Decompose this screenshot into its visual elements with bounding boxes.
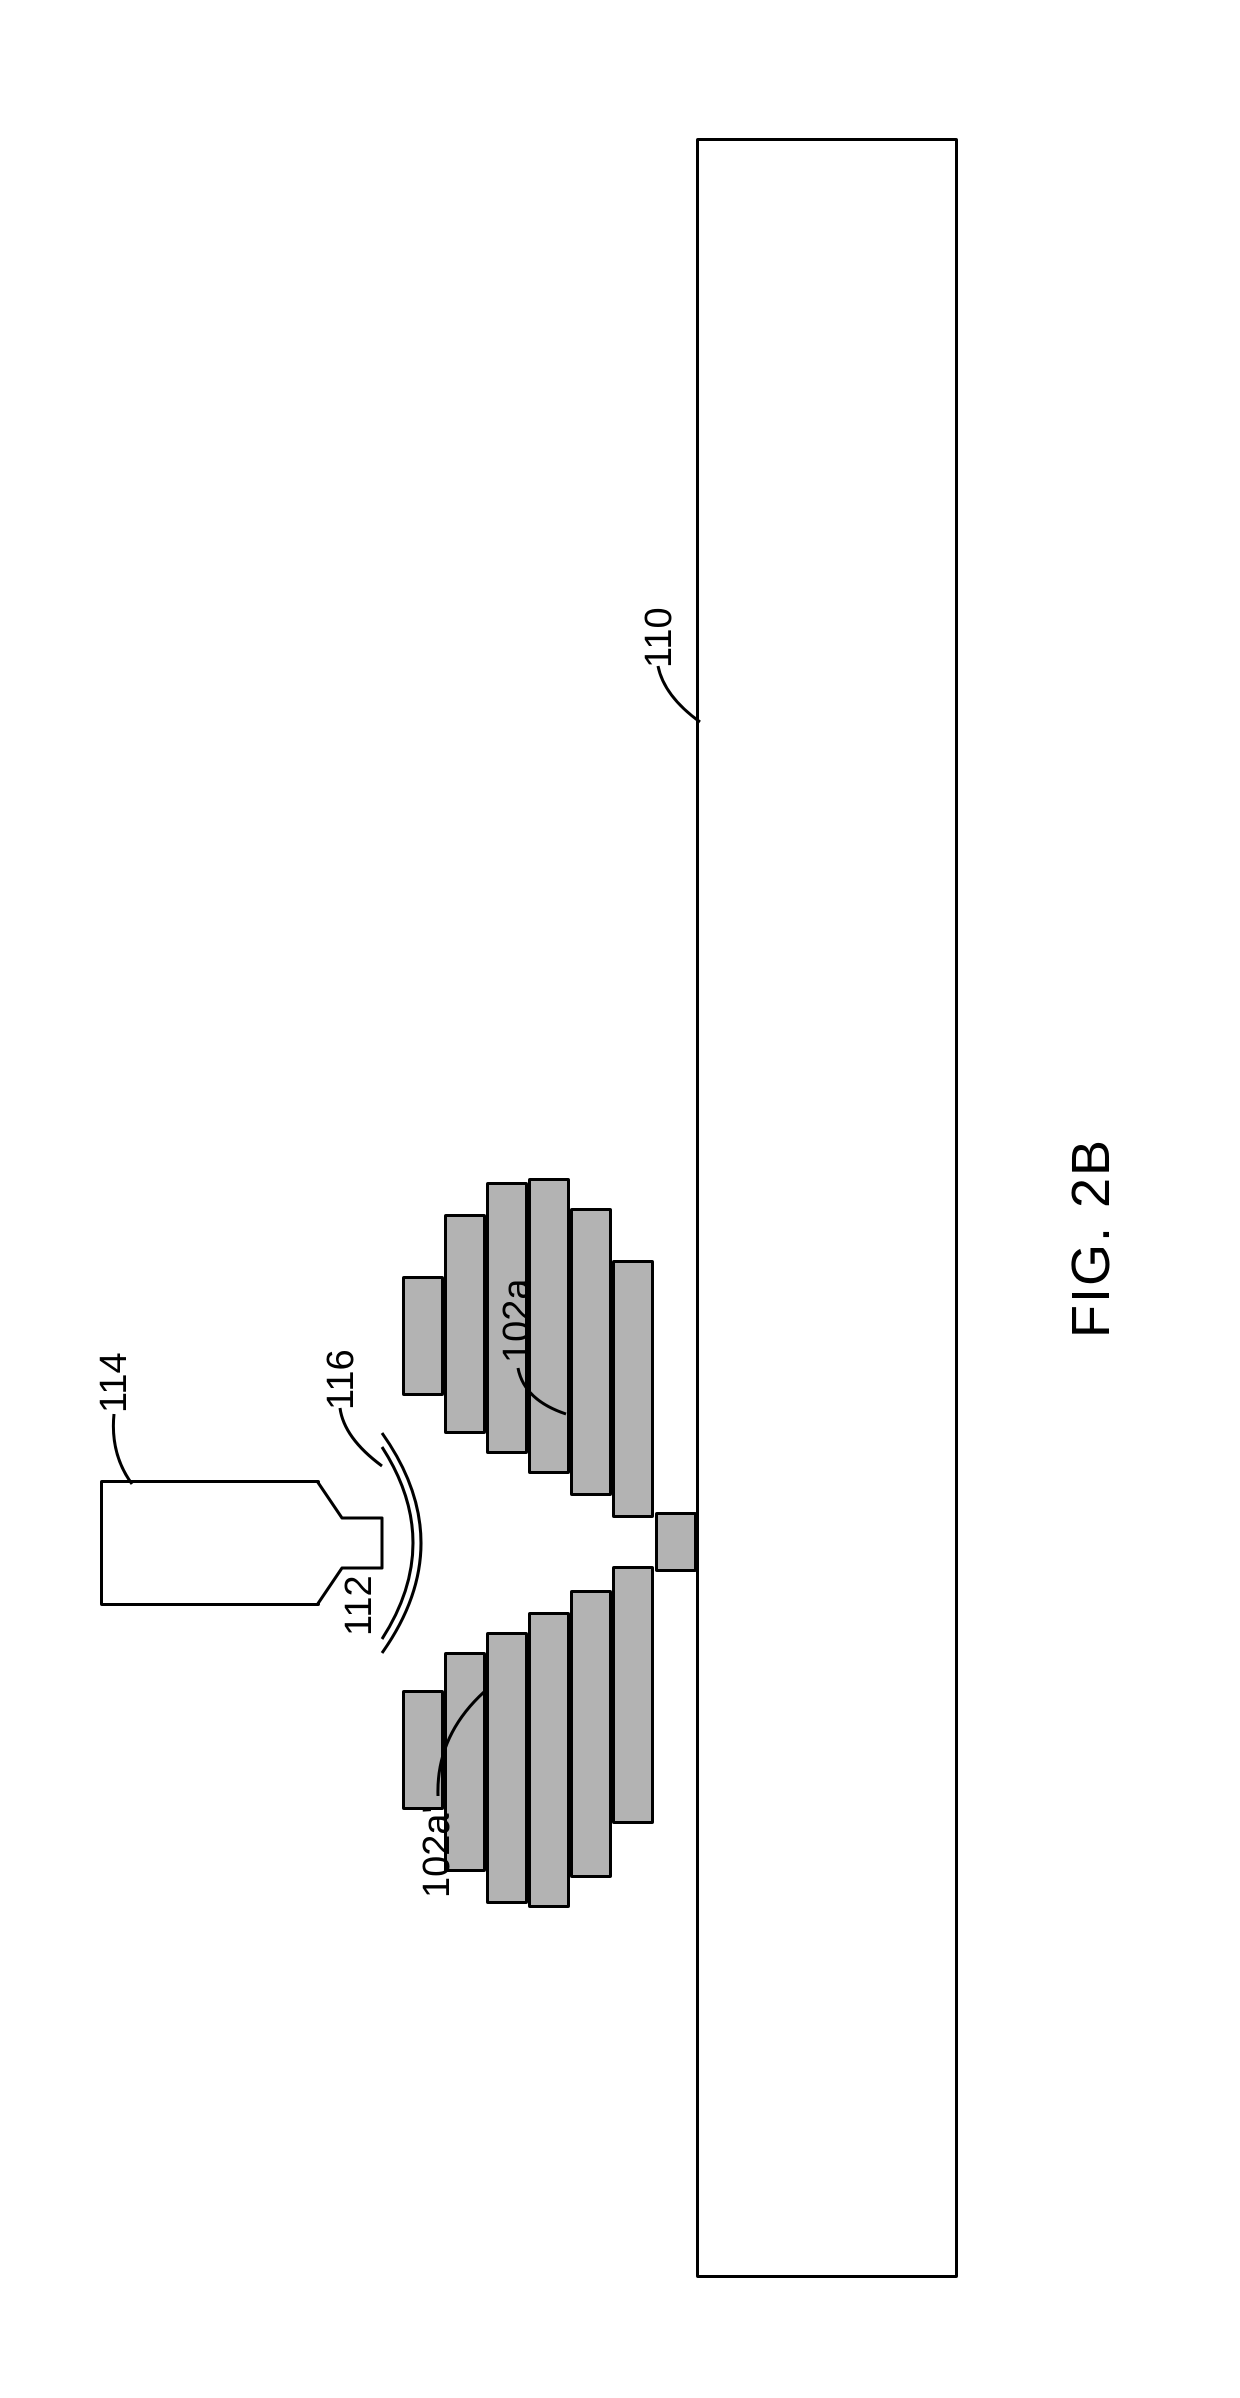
layer-right-5 [444, 1214, 486, 1434]
layer-foot [655, 1512, 697, 1572]
layer-right-6 [402, 1276, 444, 1396]
layer-right-2 [570, 1208, 612, 1496]
layer-left-2 [570, 1590, 612, 1878]
page: 114 112 116 102a' 102a 110 FIG. 2B [0, 0, 1240, 2398]
figure-caption: FIG. 2B [1060, 1138, 1122, 1338]
label-112: 112 [340, 1575, 378, 1636]
leader-110 [658, 652, 708, 722]
layer-left-3 [528, 1612, 570, 1908]
nozzle-body-114 [100, 1480, 320, 1606]
leader-114 [108, 1404, 148, 1484]
substrate-110 [696, 138, 958, 2278]
leader-102a-prime [430, 1686, 490, 1796]
layer-right-1 [612, 1260, 654, 1518]
leader-116 [338, 1396, 388, 1466]
figure-canvas: 114 112 116 102a' 102a 110 FIG. 2B [0, 0, 1240, 2398]
layer-left-4 [486, 1632, 528, 1904]
layer-left-1 [612, 1566, 654, 1824]
label-102a-prime: 102a' [418, 1806, 456, 1898]
leader-102a [512, 1348, 572, 1418]
